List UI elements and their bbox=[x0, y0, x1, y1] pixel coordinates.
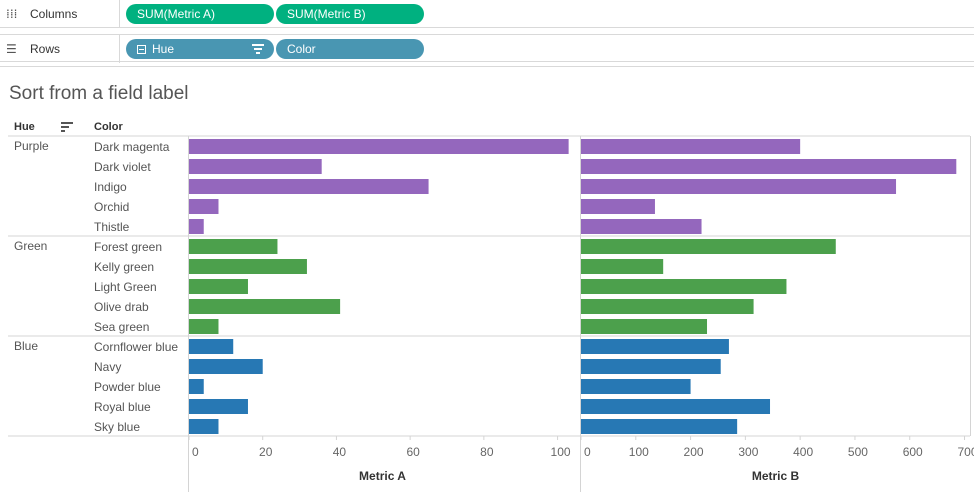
color-label: Sky blue bbox=[94, 420, 140, 434]
bar[interactable] bbox=[581, 279, 787, 294]
pill-color-label: Color bbox=[287, 42, 316, 56]
bar[interactable] bbox=[581, 259, 664, 274]
tick-label: 20 bbox=[259, 445, 273, 459]
rows-shelf-label: ☰ Rows bbox=[0, 35, 120, 63]
bar[interactable] bbox=[581, 339, 729, 354]
pill-sum-metric-b-label: SUM(Metric B) bbox=[287, 7, 366, 21]
bar[interactable] bbox=[581, 399, 771, 414]
bar[interactable] bbox=[189, 299, 341, 314]
bar[interactable] bbox=[581, 219, 702, 234]
header-color[interactable]: Color bbox=[94, 121, 123, 133]
bar[interactable] bbox=[189, 219, 204, 234]
bar[interactable] bbox=[581, 199, 655, 214]
bar[interactable] bbox=[581, 359, 721, 374]
bar[interactable] bbox=[581, 319, 708, 334]
bar[interactable] bbox=[189, 159, 322, 174]
rows-shelf: ☰ Rows Hue Color bbox=[0, 34, 974, 63]
tick-label: 200 bbox=[684, 445, 704, 459]
tick-label: 0 bbox=[584, 445, 591, 459]
chart-title: Sort from a field label bbox=[9, 83, 189, 104]
hue-label: Green bbox=[14, 239, 47, 253]
columns-label-text: Columns bbox=[30, 7, 78, 21]
header-hue[interactable]: Hue bbox=[14, 121, 35, 133]
bar[interactable] bbox=[581, 159, 957, 174]
color-label: Dark violet bbox=[94, 160, 151, 174]
bar[interactable] bbox=[189, 239, 278, 254]
bar[interactable] bbox=[189, 259, 307, 274]
rows-label-text: Rows bbox=[30, 42, 61, 56]
hue-label: Purple bbox=[14, 139, 49, 153]
pill-hue[interactable]: Hue bbox=[126, 39, 274, 59]
bar[interactable] bbox=[189, 179, 429, 194]
bar[interactable] bbox=[189, 399, 248, 414]
shelf-divider bbox=[0, 66, 974, 67]
pill-hue-label: Hue bbox=[152, 42, 175, 56]
pill-sum-metric-a[interactable]: SUM(Metric A) bbox=[126, 4, 274, 24]
collapse-icon[interactable] bbox=[137, 44, 146, 54]
color-label: Powder blue bbox=[94, 380, 161, 394]
tick-label: 300 bbox=[738, 445, 758, 459]
color-label: Thistle bbox=[94, 220, 130, 234]
color-label: Indigo bbox=[94, 180, 127, 194]
bar[interactable] bbox=[581, 139, 801, 154]
bar[interactable] bbox=[189, 199, 219, 214]
bar[interactable] bbox=[189, 279, 248, 294]
tick-label: 500 bbox=[848, 445, 868, 459]
color-label: Royal blue bbox=[94, 400, 151, 414]
color-label: Sea green bbox=[94, 320, 149, 334]
color-label: Kelly green bbox=[94, 260, 154, 274]
tick-label: 100 bbox=[629, 445, 649, 459]
bar[interactable] bbox=[581, 299, 754, 314]
pill-color[interactable]: Color bbox=[276, 39, 424, 59]
bar[interactable] bbox=[189, 339, 234, 354]
axis-title: Metric B bbox=[752, 469, 800, 483]
color-label: Forest green bbox=[94, 240, 162, 254]
rows-icon: ☰ bbox=[6, 42, 17, 56]
bar[interactable] bbox=[189, 379, 204, 394]
color-label: Navy bbox=[94, 360, 121, 374]
bar[interactable] bbox=[189, 419, 219, 434]
bar[interactable] bbox=[581, 379, 691, 394]
bar[interactable] bbox=[189, 139, 569, 154]
color-label: Cornflower blue bbox=[94, 340, 178, 354]
tick-label: 80 bbox=[480, 445, 494, 459]
bar[interactable] bbox=[581, 239, 836, 254]
bar[interactable] bbox=[581, 179, 897, 194]
axis-title: Metric A bbox=[359, 469, 406, 483]
sort-icon[interactable] bbox=[252, 44, 264, 54]
tick-label: 60 bbox=[406, 445, 420, 459]
pill-sum-metric-b[interactable]: SUM(Metric B) bbox=[276, 4, 424, 24]
tick-label: 700 bbox=[958, 445, 974, 459]
columns-shelf-label: ⁞⁞⁞ Columns bbox=[0, 0, 120, 28]
header-sort-icon[interactable] bbox=[61, 122, 73, 132]
tick-label: 100 bbox=[551, 445, 571, 459]
tick-label: 600 bbox=[903, 445, 923, 459]
color-label: Light Green bbox=[94, 280, 157, 294]
color-label: Olive drab bbox=[94, 300, 149, 314]
bar[interactable] bbox=[581, 419, 738, 434]
bar[interactable] bbox=[189, 319, 219, 334]
bar[interactable] bbox=[189, 359, 263, 374]
color-label: Dark magenta bbox=[94, 140, 170, 154]
tick-label: 40 bbox=[333, 445, 347, 459]
hue-label: Blue bbox=[14, 339, 38, 353]
tick-label: 400 bbox=[793, 445, 813, 459]
columns-shelf: ⁞⁞⁞ Columns SUM(Metric A) SUM(Metric B) bbox=[0, 0, 974, 28]
pill-sum-metric-a-label: SUM(Metric A) bbox=[137, 7, 215, 21]
color-label: Orchid bbox=[94, 200, 129, 214]
tick-label: 0 bbox=[192, 445, 199, 459]
columns-icon: ⁞⁞⁞ bbox=[6, 7, 18, 21]
